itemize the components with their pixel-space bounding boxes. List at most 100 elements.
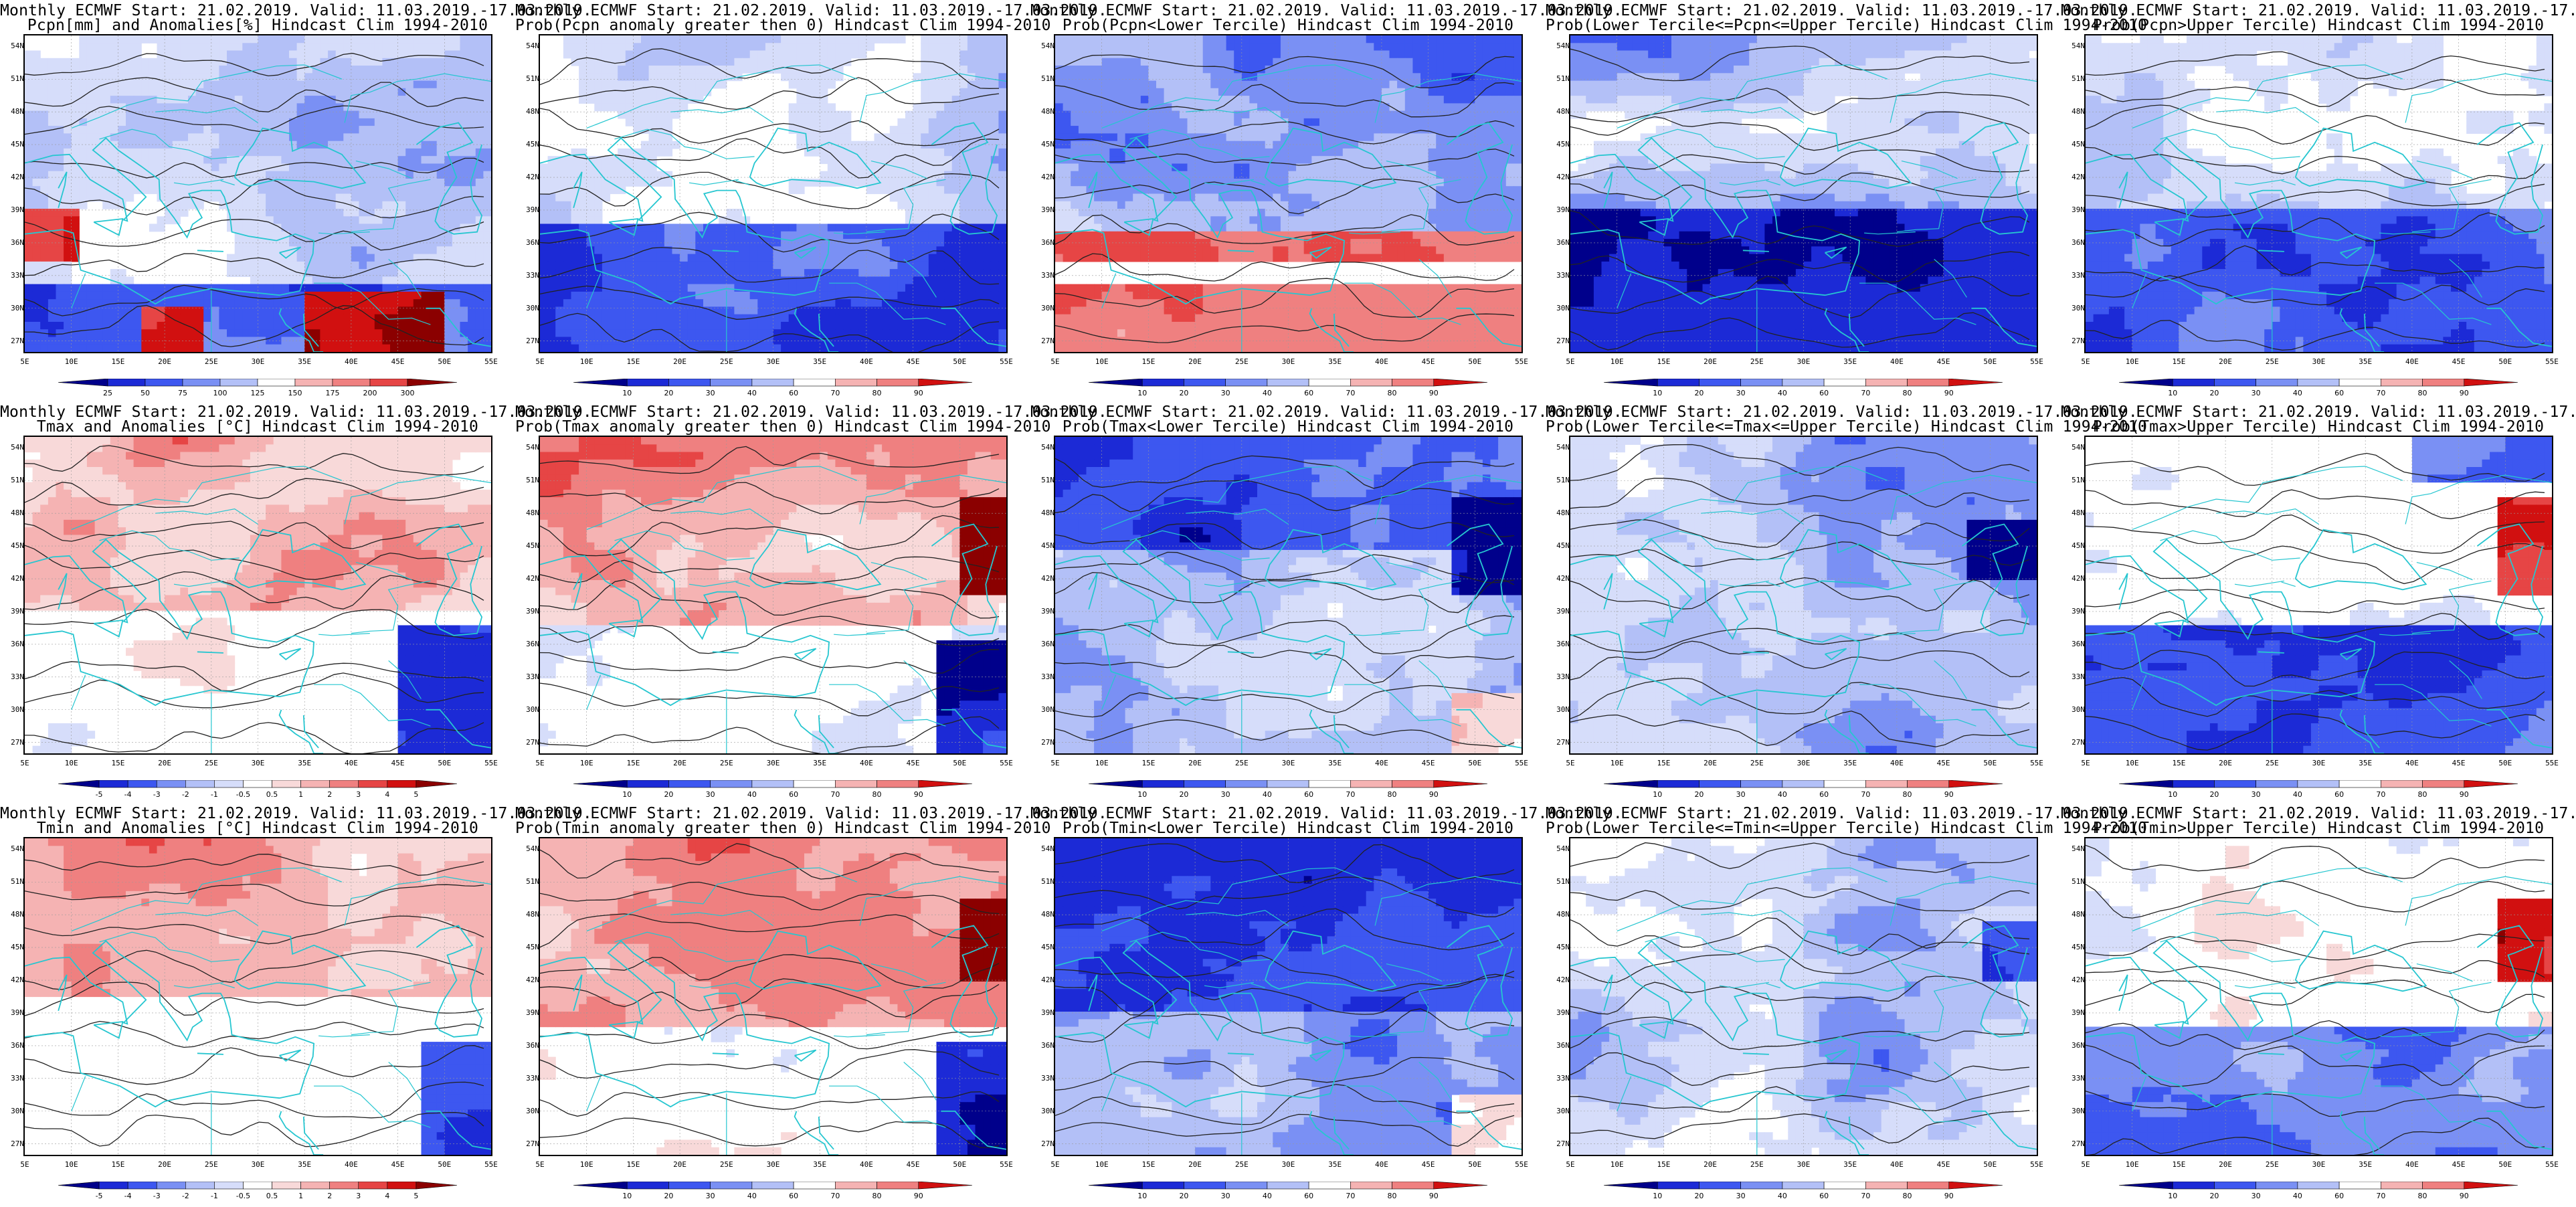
latitude-tick-label: 30N (1552, 1107, 1570, 1115)
latitude-tick-label: 30N (7, 1107, 24, 1115)
latitude-tick-label: 39N (2067, 205, 2085, 214)
colorbar-tick-label: 90 (914, 1192, 923, 1200)
latitude-tick-label: 27N (1552, 337, 1570, 345)
colorbar-swatch (1865, 1182, 1907, 1189)
longitude-tick-label: 30E (1282, 357, 1295, 366)
colorbar-swatch (2381, 379, 2422, 386)
longitude-tick-label: 5E (20, 357, 29, 366)
latitude-tick-label: 51N (1037, 476, 1054, 484)
colorbar-tick-label: 70 (830, 1192, 840, 1200)
latitude-tick-label: 33N (1037, 1074, 1054, 1083)
colorbar-tick-label: 30 (2251, 389, 2261, 397)
colorbar-swatch (877, 379, 919, 386)
latitude-tick-label: 51N (2067, 877, 2085, 886)
forecast-map (25, 35, 491, 352)
colorbar-tick-label: 75 (178, 389, 187, 397)
latitude-tick-label: 36N (7, 640, 24, 648)
colorbar-tick-label: 30 (1736, 790, 1746, 799)
latitude-tick-label: 48N (1552, 107, 1570, 116)
colorbar-tick-label: 20 (664, 389, 673, 397)
longitude-tick-label: 25E (1750, 357, 1764, 366)
colorbar-tick-label: -1 (211, 1192, 218, 1200)
colorbar-tick-label: 60 (1819, 389, 1829, 397)
latitude-tick-label: 36N (2067, 1041, 2085, 1050)
latitude-tick-label: 30N (1037, 304, 1054, 312)
longitude-tick-label: 20E (2219, 357, 2232, 366)
longitude-tick-label: 5E (535, 357, 544, 366)
colorbar-swatch (183, 379, 220, 386)
longitude-tick-label: 25E (1750, 1160, 1764, 1169)
longitude-tick-label: 50E (1468, 357, 1481, 366)
colorbar-swatch (668, 1182, 710, 1189)
colorbar-tick-label: 70 (2376, 1192, 2385, 1200)
latitude-tick-label: 54N (2067, 443, 2085, 452)
colorbar-tick-label: 10 (1653, 790, 1662, 799)
colorbar-tick-label: 20 (2209, 389, 2219, 397)
colorbar-swatch (919, 1182, 972, 1189)
longitude-tick-label: 10E (1095, 357, 1109, 366)
colorbar-tick-label: 70 (1346, 1192, 1355, 1200)
colorbar-tick-label: 90 (914, 389, 923, 397)
colorbar-tick-label: 40 (1263, 389, 1272, 397)
longitude-tick-label: 10E (580, 1160, 593, 1169)
colorbar-swatch (1699, 379, 1740, 386)
colorbar-tick-label: -4 (124, 790, 132, 799)
colorbar-tick-label: 90 (2460, 1192, 2469, 1200)
colorbar-swatch (333, 379, 370, 386)
longitude-tick-label: 30E (2312, 357, 2326, 366)
colorbar-tick-label: 60 (1304, 1192, 1313, 1200)
latitude-tick-label: 39N (7, 1008, 24, 1017)
longitude-tick-label: 5E (2081, 759, 2090, 767)
longitude-tick-label: 5E (1050, 759, 1059, 767)
latitude-tick-label: 51N (522, 877, 539, 886)
forecast-map-panel: Monthly ECMWF Start: 21.02.2019. Valid: … (1030, 0, 1546, 401)
colorbar-tick-label: -3 (153, 790, 161, 799)
latitude-tick-label: 30N (7, 705, 24, 714)
latitude-tick-label: 39N (1037, 205, 1054, 214)
panel-title-line-2: Prob(Lower Tercile<=Tmax<=Upper Tercile)… (1546, 418, 2061, 436)
longitude-tick-label: 25E (1235, 1160, 1249, 1169)
latitude-tick-label: 27N (1037, 337, 1054, 345)
latitude-tick-label: 36N (1552, 640, 1570, 648)
colorbar-tick-label: 0.5 (266, 1192, 278, 1200)
colorbar-swatch (2298, 1182, 2339, 1189)
colorbar-tick-label: 30 (2251, 790, 2261, 799)
forecast-map (2086, 437, 2552, 753)
longitude-tick-label: 15E (626, 1160, 640, 1169)
longitude-tick-label: 50E (438, 759, 451, 767)
longitude-tick-label: 40E (860, 759, 873, 767)
colorbar-swatch (301, 780, 330, 787)
colorbar-swatch (2381, 780, 2422, 787)
map-frame (23, 837, 492, 1156)
colorbar-swatch (387, 780, 416, 787)
latitude-tick-label: 39N (7, 607, 24, 616)
longitude-tick-label: 20E (158, 759, 171, 767)
colorbar-swatch (1226, 1182, 1267, 1189)
latitude-tick-label: 42N (7, 173, 24, 181)
longitude-tick-label: 55E (1000, 759, 1013, 767)
colorbar-swatch (752, 379, 794, 386)
map-frame (23, 436, 492, 755)
colorbar-swatch (1657, 379, 1699, 386)
colorbar-swatch (794, 780, 835, 787)
latitude-tick-label: 42N (2067, 976, 2085, 984)
colorbar-swatch (272, 780, 301, 787)
colorbar-swatch (220, 379, 258, 386)
colorbar-swatch (1350, 379, 1392, 386)
longitude-tick-label: 20E (673, 759, 686, 767)
latitude-tick-label: 30N (7, 304, 24, 312)
latitude-tick-label: 51N (1552, 476, 1570, 484)
colorbar-tick-label: 40 (747, 389, 757, 397)
latitude-tick-label: 45N (1037, 541, 1054, 550)
longitude-tick-label: 35E (2359, 357, 2372, 366)
longitude-tick-label: 15E (111, 759, 124, 767)
colorbar-tick-label: 2 (327, 790, 332, 799)
colorbar-tick-label: 20 (1179, 790, 1188, 799)
colorbar-swatch (2173, 379, 2214, 386)
colorbar-tick-label: 90 (2460, 389, 2469, 397)
colorbar-tick-label: 4 (385, 790, 389, 799)
longitude-tick-label: 55E (2545, 357, 2559, 366)
longitude-tick-label: 10E (65, 1160, 78, 1169)
